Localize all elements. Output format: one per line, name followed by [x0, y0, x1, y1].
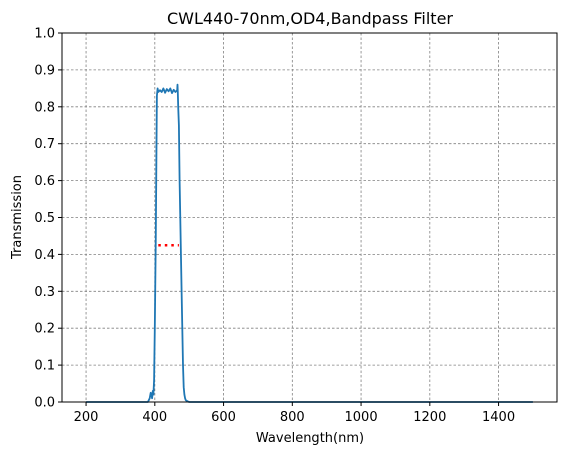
x-tick-label: 800 [280, 410, 305, 425]
y-tick-label: 0.9 [34, 63, 55, 78]
y-tick-label: 0.3 [34, 285, 55, 300]
x-tick-label: 1400 [482, 410, 515, 425]
y-tick-label: 0.8 [34, 100, 55, 115]
y-tick-label: 1.0 [34, 27, 55, 42]
y-axis-ticks: 0.0 0.1 0.2 0.3 0.4 0.5 0.6 0.7 0.8 0.9 1.0 [34, 27, 62, 411]
y-tick-label: 0.0 [34, 396, 55, 411]
y-tick-label: 0.4 [34, 248, 55, 263]
x-tick-label: 200 [74, 410, 99, 425]
x-tick-label: 400 [142, 410, 167, 425]
y-tick-label: 0.6 [34, 174, 55, 189]
transmission-curve [86, 83, 533, 403]
y-tick-label: 0.7 [34, 137, 55, 152]
x-tick-label: 1000 [345, 410, 378, 425]
x-tick-label: 600 [211, 410, 236, 425]
x-axis-label: Wavelength(nm) [256, 431, 364, 446]
plot-series [86, 83, 533, 403]
y-tick-label: 0.1 [34, 359, 55, 374]
x-tick-label: 1200 [413, 410, 446, 425]
chart-title: CWL440-70nm,OD4,Bandpass Filter [167, 9, 453, 28]
y-axis-label: Transmission [10, 175, 25, 260]
y-tick-label: 0.5 [34, 211, 55, 226]
y-tick-label: 0.2 [34, 322, 55, 337]
x-axis-ticks: 200 400 600 800 1000 1200 1400 [74, 402, 515, 425]
